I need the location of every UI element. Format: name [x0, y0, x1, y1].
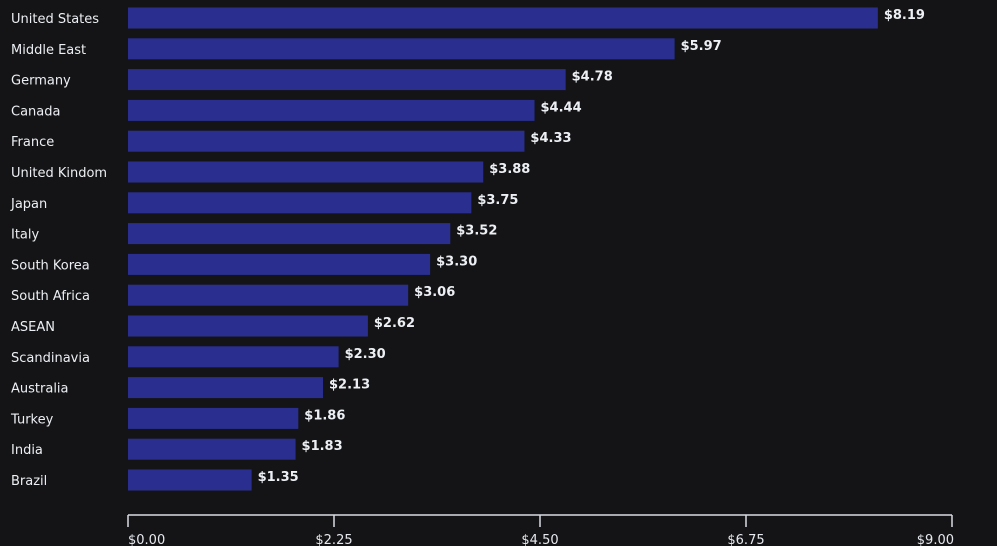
- value-label: $4.44: [541, 100, 582, 115]
- x-tick-label: $0.00: [128, 533, 165, 546]
- category-label: Scandinavia: [11, 351, 90, 366]
- value-label: $8.19: [884, 8, 925, 23]
- category-label: Japan: [10, 197, 47, 212]
- bar: [128, 284, 409, 306]
- value-label: $4.78: [572, 70, 613, 85]
- bar: [128, 192, 472, 214]
- category-label: France: [11, 135, 54, 150]
- category-label: Australia: [11, 382, 69, 397]
- value-label: $1.83: [302, 439, 343, 454]
- x-tick-label: $4.50: [521, 533, 558, 546]
- bar: [128, 161, 484, 183]
- category-label: Turkey: [10, 412, 54, 427]
- bar: [128, 130, 525, 152]
- value-label: $2.30: [345, 347, 386, 362]
- x-axis: $0.00 $2.25 $4.50 $6.75 $9.00: [127, 514, 954, 546]
- category-label: Brazil: [11, 474, 47, 489]
- category-label: Canada: [11, 104, 60, 119]
- category-label: South Africa: [11, 289, 90, 304]
- bars: [128, 7, 878, 491]
- value-label: $3.75: [477, 193, 518, 208]
- bar: [128, 407, 299, 429]
- x-tick-label: $6.75: [727, 533, 764, 546]
- category-label: Germany: [11, 74, 71, 89]
- category-label: Italy: [11, 228, 40, 243]
- value-label: $3.52: [456, 224, 497, 239]
- value-label: $2.13: [329, 378, 370, 393]
- value-label: $1.86: [304, 408, 345, 423]
- x-tick-label: $2.25: [315, 533, 352, 546]
- value-label: $3.88: [489, 162, 530, 177]
- bar: [128, 315, 368, 337]
- bar: [128, 346, 339, 368]
- bar: [128, 69, 566, 91]
- value-label: $4.33: [530, 131, 571, 146]
- bar: [128, 99, 535, 121]
- value-label: $1.35: [258, 470, 299, 485]
- category-label: Middle East: [11, 43, 86, 58]
- category-label: ASEAN: [11, 320, 55, 335]
- value-label: $3.06: [414, 285, 455, 300]
- category-label: United Kindom: [11, 166, 107, 181]
- category-label: India: [11, 443, 43, 458]
- bar: [128, 38, 675, 60]
- bar: [128, 7, 878, 29]
- category-label: United States: [11, 12, 99, 27]
- value-label: $2.62: [374, 316, 415, 331]
- bar: [128, 253, 431, 275]
- category-label: South Korea: [11, 258, 90, 273]
- bar: [128, 469, 252, 491]
- bar: [128, 438, 296, 460]
- bar: [128, 223, 451, 245]
- category-labels: United States Middle East Germany Canada Fra…: [10, 12, 107, 489]
- value-labels: $8.19 $5.97 $4.78 $4.44 $4.33 $3.88 $3.75 $3.52…: [258, 8, 925, 485]
- value-label: $5.97: [681, 39, 722, 54]
- x-tick-label: $9.00: [917, 533, 954, 546]
- bar: [128, 377, 324, 399]
- value-label: $3.30: [436, 254, 477, 269]
